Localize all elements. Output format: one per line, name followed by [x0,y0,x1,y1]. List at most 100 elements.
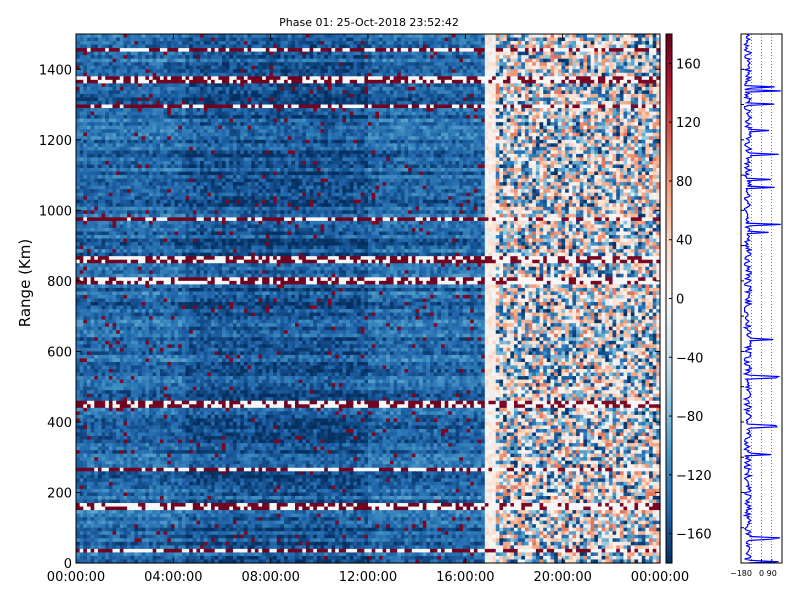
heatmap-cell [86,76,92,81]
heatmap-cell [185,76,190,81]
heatmap-cell [265,37,271,42]
heatmap-cell [499,122,504,127]
heatmap-cell [185,62,190,67]
heatmap-cell [419,62,424,67]
heatmap-cell [517,48,522,53]
heatmap-cell [174,139,179,144]
heatmap-cell [178,37,183,42]
heatmap-cell [382,55,387,60]
heatmap-cell [539,69,544,74]
heatmap-cell [587,62,592,67]
heatmap-cell [375,69,380,74]
heatmap-cell [200,111,205,116]
heatmap-cell [608,115,614,120]
heatmap-cell [587,69,592,74]
heatmap-cell [247,108,252,113]
heatmap-cell [287,83,292,88]
heatmap-cell [243,136,249,141]
heatmap-cell [459,90,464,95]
heatmap-cell [112,83,117,88]
heatmap-cell [200,76,205,81]
heatmap-cell [353,97,358,102]
heatmap-cell [473,34,479,39]
heatmap-cell [597,48,603,53]
heatmap-cell [159,55,165,60]
heatmap-cell [200,118,205,123]
heatmap-cell [587,51,592,56]
heatmap-cell [225,79,230,84]
heatmap-cell [612,79,617,84]
heatmap-cell [656,65,661,70]
heatmap-cell [360,55,365,60]
heatmap-cell [437,90,442,95]
heatmap-cell [630,79,636,84]
heatmap-cell [484,129,490,134]
heatmap-cell [284,122,289,127]
heatmap-cell [597,101,603,106]
heatmap-cell [470,125,475,130]
heatmap-cell [127,55,132,60]
heatmap-cell [203,93,208,99]
heatmap-cell [108,51,114,56]
heatmap-cell [572,129,577,134]
heatmap-cell [535,108,541,113]
heatmap-cell [400,58,406,63]
heatmap-cell [422,115,427,120]
heatmap-cell [495,108,500,113]
heatmap-cell [546,125,552,130]
heatmap-cell [470,79,475,84]
heatmap-cell [627,72,632,77]
heatmap-cell [492,76,497,81]
heatmap-cell [357,115,362,120]
heatmap-cell [189,65,194,70]
heatmap-cell [638,104,643,109]
heatmap-cell [291,97,296,102]
heatmap-cell [214,118,219,123]
heatmap-cell [568,122,573,127]
heatmap-cell [462,125,468,130]
heatmap-cell [627,101,632,106]
heatmap-cell [430,44,435,49]
heatmap-cell [415,76,420,81]
heatmap-cell [280,115,285,120]
heatmap-cell [258,115,263,120]
heatmap-cell [477,132,482,137]
heatmap-cell [656,125,661,130]
heatmap-cell [280,76,285,81]
heatmap-cell [360,83,365,88]
heatmap-cell [123,101,128,106]
heatmap-cell [276,76,281,81]
heatmap-cell [346,34,351,39]
heatmap-cell [189,86,194,92]
heatmap-cell [189,90,194,95]
heatmap-cell [565,122,570,127]
heatmap-cell [79,34,84,39]
heatmap-cell [638,72,643,77]
heatmap-cell [159,111,165,116]
heatmap-cell [232,118,238,123]
heatmap-cell [346,90,351,95]
heatmap-cell [608,55,614,60]
heatmap-cell [550,58,555,63]
heatmap-cell [86,55,92,60]
heatmap-cell [225,125,230,130]
heatmap-cell [535,101,541,106]
heatmap-cell [211,69,216,74]
heatmap-cell [612,51,617,56]
heatmap-cell [152,37,157,42]
heatmap-cell [284,62,289,67]
heatmap-cell [594,79,599,84]
heatmap-cell [305,37,311,42]
heatmap-cell [524,34,530,39]
heatmap-cell [506,97,511,102]
heatmap-cell [247,58,252,63]
heatmap-cell [353,93,358,99]
heatmap-cell [167,62,172,67]
heatmap-cell [521,125,526,130]
heatmap-cell [284,58,289,63]
heatmap-cell [623,118,628,123]
heatmap-cell [397,41,402,46]
heatmap-cell [546,65,552,70]
heatmap-cell [415,41,420,46]
heatmap-cell [550,69,555,74]
